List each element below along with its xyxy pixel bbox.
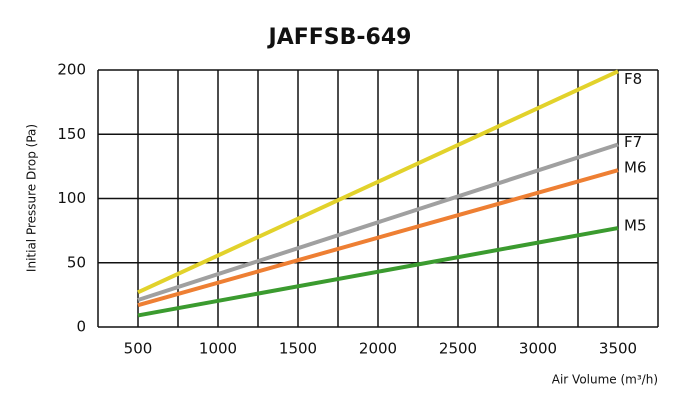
- series-label: M6: [624, 159, 647, 177]
- series-line: [137, 69, 619, 295]
- x-tick-label: 3500: [599, 340, 637, 358]
- series-line: [137, 142, 619, 302]
- series-label: F7: [624, 133, 642, 151]
- x-axis-label: Air Volume (m³/h): [552, 373, 658, 387]
- x-tick-label: 500: [124, 340, 153, 358]
- series-line: [137, 226, 619, 318]
- series-line: [137, 168, 619, 308]
- y-tick-label: 50: [67, 253, 86, 271]
- y-tick-label: 0: [76, 318, 86, 336]
- y-axis-label: Initial Pressure Drop (Pa): [25, 124, 39, 272]
- series-label: M5: [624, 217, 647, 235]
- x-tick-label: 2500: [439, 340, 477, 358]
- y-tick-label: 100: [57, 189, 86, 207]
- x-tick-label: 2000: [359, 340, 397, 358]
- x-tick-label: 3000: [519, 340, 557, 358]
- chart-title: JAFFSB-649: [267, 25, 412, 50]
- y-tick-label: 150: [57, 125, 86, 143]
- y-tick-label: 200: [57, 61, 86, 79]
- series-label: F8: [624, 70, 642, 88]
- x-tick-label: 1500: [279, 340, 317, 358]
- x-tick-label: 1000: [199, 340, 237, 358]
